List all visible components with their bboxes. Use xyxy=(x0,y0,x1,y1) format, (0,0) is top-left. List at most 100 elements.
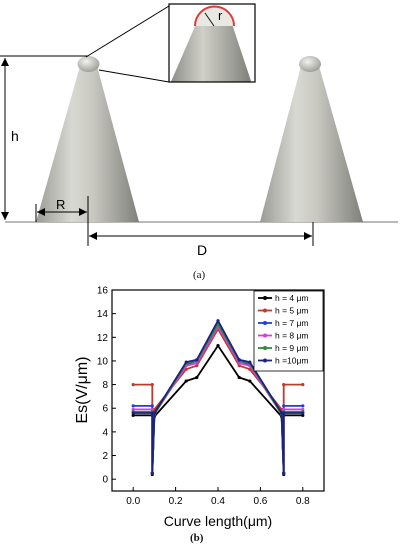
data-point xyxy=(131,413,135,417)
data-point xyxy=(150,471,154,475)
data-point xyxy=(216,343,220,348)
data-point xyxy=(237,359,241,363)
x-tick-label: 0.0 xyxy=(126,496,140,507)
legend-marker xyxy=(263,296,267,300)
data-point xyxy=(237,361,241,365)
data-point xyxy=(280,412,284,416)
data-point xyxy=(280,412,284,416)
caption-a: (a) xyxy=(193,269,206,281)
data-point xyxy=(150,471,154,475)
data-point xyxy=(216,322,220,326)
caption-b: (b) xyxy=(190,532,204,544)
data-point xyxy=(280,411,284,415)
series-line xyxy=(133,322,303,475)
label-D: D xyxy=(197,242,207,258)
data-point xyxy=(150,382,154,387)
tip-zoom-inset: r xyxy=(168,3,256,83)
label-h: h xyxy=(11,128,19,144)
data-point xyxy=(282,407,286,412)
data-point xyxy=(195,361,199,365)
data-point xyxy=(282,413,286,417)
data-point xyxy=(282,382,286,387)
data-point xyxy=(150,410,154,414)
data-point xyxy=(152,411,156,415)
data-point xyxy=(301,407,305,412)
y-tick-label: 16 xyxy=(97,286,109,297)
y-tick-label: 14 xyxy=(97,309,109,320)
label-r: r xyxy=(218,8,223,23)
legend-marker xyxy=(263,321,267,325)
legend-box xyxy=(253,290,324,372)
tip-curvature-highlight xyxy=(194,5,235,27)
x-tick-label: 0.8 xyxy=(296,496,310,507)
data-point xyxy=(184,361,188,365)
data-point xyxy=(282,410,286,414)
data-point xyxy=(216,327,220,331)
data-point xyxy=(248,362,252,367)
data-point xyxy=(184,360,188,364)
data-point xyxy=(152,412,156,416)
legend-marker xyxy=(263,346,267,350)
y-tick-label: 2 xyxy=(102,451,108,462)
data-point xyxy=(282,471,286,475)
data-point xyxy=(282,471,286,475)
tip-radius-line xyxy=(204,12,215,27)
data-point xyxy=(131,407,135,412)
data-point xyxy=(195,358,199,362)
legend-label: h = 9 μm xyxy=(275,343,308,353)
data-point xyxy=(131,410,135,414)
y-tick-label: 12 xyxy=(97,333,109,344)
data-point xyxy=(282,471,286,475)
data-point xyxy=(282,404,286,408)
series-line xyxy=(133,344,303,476)
cone-diagram: r h R D xyxy=(0,3,398,258)
cone-right-tip xyxy=(299,56,321,72)
data-point xyxy=(216,325,220,329)
chart-legend: h = 4 μm h = 5 μm h = 7 μm h = 8 μm h = 9 μm… xyxy=(253,290,324,372)
series-line xyxy=(133,325,303,475)
data-point xyxy=(282,471,286,475)
axis-ticks: 0.0 0.2 0.4 0.6 0.8 0 2 4 6 8 10 12 14 16 xyxy=(97,286,310,508)
data-point xyxy=(150,413,154,417)
y-tick-label: 6 xyxy=(102,404,108,415)
data-point xyxy=(150,411,154,415)
legend-marker xyxy=(263,333,267,338)
data-point xyxy=(248,360,252,364)
x-tick-label: 0.4 xyxy=(211,496,225,507)
data-point xyxy=(301,410,305,414)
data-point xyxy=(237,375,241,380)
data-point xyxy=(195,375,199,380)
data-point xyxy=(237,359,241,363)
data-point xyxy=(248,367,252,371)
data-point xyxy=(131,404,135,408)
data-point xyxy=(280,407,284,412)
data-point xyxy=(301,411,305,415)
data-point xyxy=(131,382,135,387)
data-point xyxy=(150,407,154,412)
legend-label: h =10μm xyxy=(275,356,309,366)
data-point xyxy=(184,362,188,367)
data-point xyxy=(237,364,241,368)
cone-left-tip xyxy=(77,56,100,72)
cone-right xyxy=(260,56,363,222)
data-point xyxy=(195,364,199,368)
data-point xyxy=(237,358,241,362)
data-point xyxy=(301,413,305,417)
data-point xyxy=(131,411,135,415)
data-point xyxy=(184,379,188,383)
y-axis-label: Es(V/μm) xyxy=(74,357,91,424)
series-layer xyxy=(131,319,305,477)
x-axis-label: Curve length(μm) xyxy=(164,513,272,529)
legend-label: h = 8 μm xyxy=(275,331,308,341)
label-R: R xyxy=(56,197,65,212)
data-point xyxy=(248,379,252,383)
legend-label: h = 4 μm xyxy=(275,293,308,303)
data-point xyxy=(282,411,286,415)
data-point xyxy=(216,321,220,325)
data-point xyxy=(150,472,154,477)
data-point xyxy=(150,471,154,475)
y-tick-label: 8 xyxy=(102,380,108,391)
legend-label: h = 5 μm xyxy=(275,306,308,316)
data-point xyxy=(150,404,154,408)
data-point xyxy=(280,414,284,419)
